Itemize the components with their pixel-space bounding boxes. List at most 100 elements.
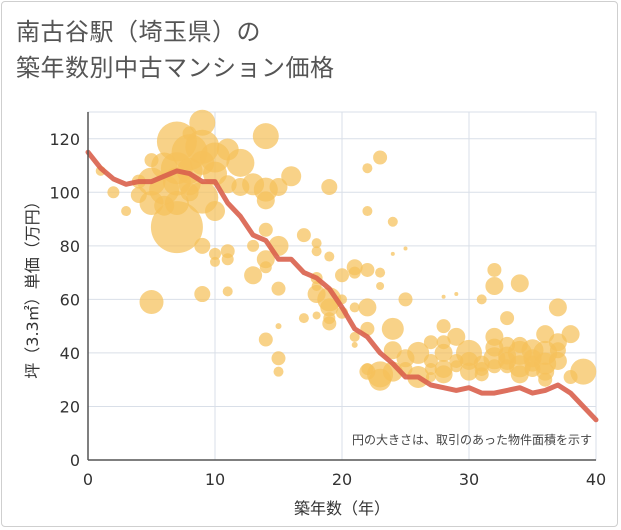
bubble-point (510, 365, 529, 384)
bubble-point (281, 166, 302, 187)
y-tick-label: 0 (70, 451, 80, 470)
bubble-point (362, 163, 373, 174)
bubble-point (398, 292, 413, 307)
bubble-point (373, 150, 388, 165)
x-tick-label: 20 (332, 470, 352, 489)
bubble-point (139, 290, 164, 315)
bubble-point (121, 206, 132, 217)
y-axis-label: 坪（3.3㎡）単価（万円） (23, 193, 42, 378)
bubble-point (259, 261, 272, 274)
bubble-point (209, 247, 221, 260)
bubble-point (407, 341, 430, 364)
bubble-point (258, 222, 273, 237)
y-tick-label: 20 (60, 397, 80, 416)
chart-title: 南古谷駅（埼玉県）の 築年数別中古マンション価格 (16, 14, 335, 86)
bubble-point (570, 358, 597, 385)
tick-labels: 0 10 20 30 40 0 20 40 60 80 100 120 (49, 130, 606, 489)
y-tick-label: 60 (60, 290, 80, 309)
bubble-point (312, 311, 321, 320)
bubble-point (271, 351, 286, 366)
bubble-point (244, 266, 263, 285)
bubble-point (205, 201, 225, 222)
bubble-point (434, 365, 453, 384)
bubble-point (351, 341, 358, 348)
bubble-point (349, 331, 360, 342)
bubble-point (476, 294, 487, 305)
y-tick-label: 80 (60, 237, 80, 256)
trend-line (85, 149, 599, 423)
bubble-point (247, 239, 260, 252)
x-tick-label: 30 (459, 470, 479, 489)
bubble-point (561, 325, 580, 344)
bubble-point (425, 372, 436, 383)
bubble-point (474, 367, 489, 382)
bubble-point (107, 186, 120, 199)
bubble-point (403, 246, 408, 251)
bubble-point (358, 298, 377, 317)
bubble-point (150, 201, 203, 254)
bubble-series (95, 109, 597, 391)
bubble-point (447, 327, 466, 346)
bubble-point (510, 274, 529, 293)
bubble-point (349, 302, 360, 313)
bubble-point (275, 323, 282, 330)
bubble-point (296, 228, 311, 243)
bubble-point (269, 177, 288, 196)
bubble-point (436, 319, 451, 334)
x-tick-label: 40 (586, 470, 606, 489)
bubble-point (387, 216, 398, 227)
bubble-point (348, 266, 361, 279)
bubble-point (376, 282, 385, 290)
bubble-point (311, 246, 322, 257)
bubble-point (538, 372, 553, 387)
bubble-point (320, 298, 339, 317)
bubble-point (434, 343, 453, 362)
x-tick-label: 0 (83, 470, 93, 489)
bubble-point (324, 251, 335, 262)
bubble-point (221, 253, 234, 266)
bubble-point (487, 359, 502, 374)
bubble-point (548, 351, 567, 370)
bubble-point (321, 178, 338, 195)
bubble-point (226, 148, 255, 177)
bubble-point (424, 362, 437, 375)
bubble-point (460, 362, 478, 381)
bubble-point (500, 311, 515, 326)
bubble-point (335, 268, 349, 283)
bubble-point (548, 298, 567, 317)
bubble-point (210, 256, 220, 267)
bubble-point (252, 123, 279, 150)
bubble-size-note: 円の大きさは、取引のあった物件面積を示す (352, 432, 592, 447)
y-tick-label: 100 (49, 183, 80, 202)
bubble-point (390, 251, 395, 256)
bubble-point (485, 277, 504, 295)
bubble-point (298, 313, 309, 324)
bubble-point (441, 294, 446, 299)
bubble-point (362, 206, 373, 217)
axes (87, 112, 596, 461)
chart-title-line-1: 南古谷駅（埼玉県）の (16, 18, 261, 46)
bubble-point (189, 109, 216, 136)
bubble-point (322, 316, 337, 331)
bubble-point (273, 366, 284, 377)
chart-title-line-2: 築年数別中古マンション価格 (16, 54, 335, 82)
bubble-point (375, 267, 386, 278)
bubble-point (311, 238, 322, 249)
bubble-point (256, 191, 275, 210)
y-tick-label: 40 (60, 344, 80, 363)
x-tick-label: 10 (205, 470, 225, 489)
bubble-point (381, 317, 404, 340)
bubble-point (222, 286, 233, 297)
bubble-point (450, 360, 463, 373)
bubble-point (423, 335, 438, 350)
bubble-point (271, 281, 286, 296)
y-tick-label: 120 (49, 130, 80, 149)
bubble-point (194, 237, 211, 254)
bubble-point (454, 292, 459, 297)
bubble-point (194, 286, 211, 303)
bubble-point (360, 262, 375, 277)
x-axis-label: 築年数（年） (294, 499, 390, 518)
bubble-point (487, 262, 502, 277)
